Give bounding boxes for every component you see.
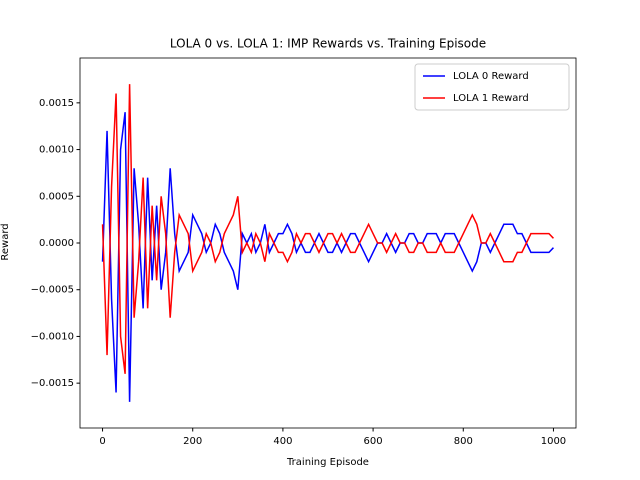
y-tick-label: −0.0015 (31, 378, 74, 389)
y-tick-label: 0.0005 (39, 191, 74, 202)
y-tick-label: −0.0005 (31, 285, 74, 296)
line-series (101, 84, 554, 374)
x-tick-label: 0 (99, 436, 105, 447)
x-tick-label: 200 (183, 436, 202, 447)
legend-label: LOLA 1 Reward (453, 93, 529, 104)
y-tick-label: 0.0015 (39, 98, 74, 109)
chart-title: LOLA 0 vs. LOLA 1: IMP Rewards vs. Train… (170, 37, 486, 51)
legend-label: LOLA 0 Reward (453, 71, 529, 82)
y-tick-label: −0.0010 (31, 331, 74, 342)
x-tick-label: 400 (273, 436, 292, 447)
y-axis-label: Reward (0, 223, 11, 260)
x-axis-label: Training Episode (286, 457, 369, 468)
y-tick-label: 0.0010 (39, 145, 74, 156)
plot-frame (79, 57, 577, 429)
line-series (101, 112, 554, 402)
x-tick-label: 600 (364, 436, 383, 447)
y-tick-label: 0.0000 (39, 238, 74, 249)
legend-box (414, 63, 570, 111)
x-tick-label: 1000 (541, 436, 566, 447)
x-tick-label: 800 (454, 436, 473, 447)
